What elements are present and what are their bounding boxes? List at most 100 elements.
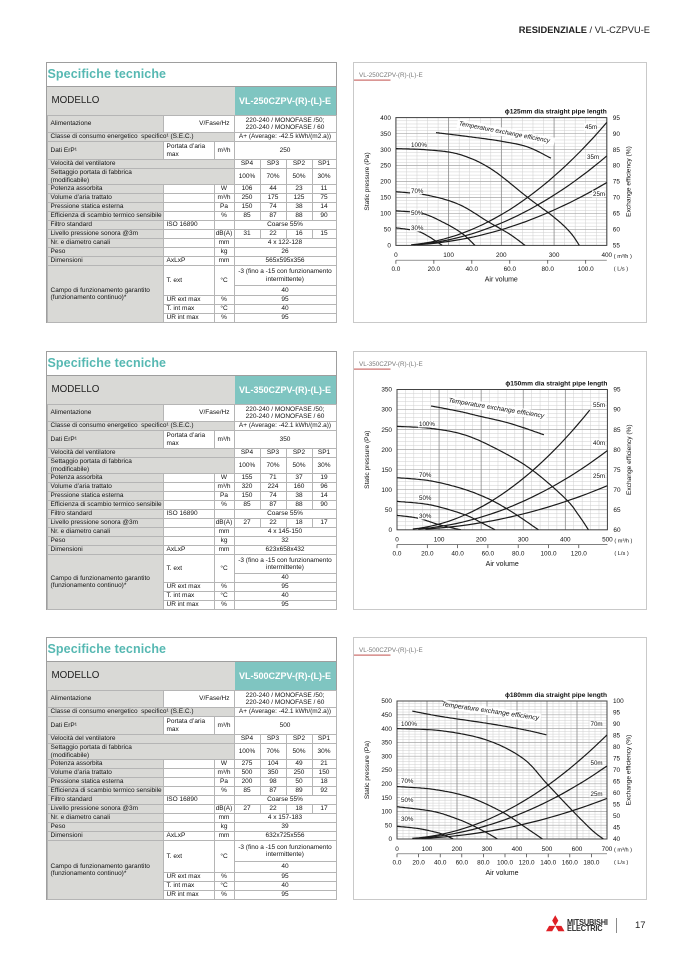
svg-text:80.0: 80.0 (512, 550, 525, 557)
svg-text:35m: 35m (587, 154, 599, 161)
svg-text:160.0: 160.0 (562, 860, 578, 867)
svg-text:180.0: 180.0 (583, 860, 599, 867)
svg-text:60: 60 (613, 790, 621, 797)
svg-text:0.0: 0.0 (391, 266, 400, 273)
svg-text:400: 400 (381, 726, 392, 733)
svg-text:60.0: 60.0 (456, 860, 469, 867)
svg-text:Static pressure (Pa): Static pressure (Pa) (364, 152, 371, 210)
svg-text:ϕ125mm dia straight pipe lengt: ϕ125mm dia straight pipe length (505, 109, 607, 116)
svg-text:150: 150 (381, 795, 392, 802)
svg-text:45m: 45m (585, 124, 597, 131)
svg-text:0: 0 (388, 836, 392, 843)
svg-text:50%: 50% (419, 495, 432, 502)
svg-text:75: 75 (613, 756, 621, 763)
svg-text:40.0: 40.0 (466, 266, 479, 273)
svg-text:60: 60 (613, 527, 621, 534)
svg-text:85: 85 (613, 427, 621, 434)
svg-text:Exchange efficiency (%): Exchange efficiency (%) (626, 424, 633, 495)
svg-text:0: 0 (388, 527, 392, 534)
svg-text:95: 95 (613, 710, 621, 717)
svg-text:50: 50 (384, 227, 392, 234)
svg-text:0.0: 0.0 (393, 860, 402, 867)
svg-text:30%: 30% (411, 225, 424, 232)
svg-text:VL-350CZPV-(R)-(L)-E: VL-350CZPV-(R)-(L)-E (359, 361, 423, 368)
svg-text:50m: 50m (591, 760, 603, 767)
svg-text:70: 70 (613, 767, 621, 774)
svg-text:Temperature exchange efficienc: Temperature exchange efficiency (448, 397, 545, 420)
svg-text:( L/s ): ( L/s ) (614, 860, 628, 866)
svg-text:70m: 70m (591, 721, 603, 728)
svg-text:45: 45 (613, 825, 621, 832)
svg-text:65: 65 (613, 507, 621, 514)
svg-text:Exchange efficiency (%): Exchange efficiency (%) (626, 735, 633, 806)
svg-text:VL-500CZPV-(R)-(L)-E: VL-500CZPV-(R)-(L)-E (359, 647, 423, 654)
svg-text:140.0: 140.0 (540, 860, 556, 867)
svg-text:20.0: 20.0 (412, 860, 425, 867)
svg-text:0: 0 (395, 846, 399, 853)
svg-text:50%: 50% (411, 210, 424, 217)
svg-text:150: 150 (380, 195, 391, 202)
svg-text:95: 95 (613, 115, 621, 122)
svg-text:300: 300 (381, 407, 392, 414)
svg-text:50: 50 (385, 822, 393, 829)
svg-text:20.0: 20.0 (428, 266, 441, 273)
svg-text:55m: 55m (593, 402, 605, 409)
svg-text:100.0: 100.0 (541, 550, 557, 557)
svg-text:55: 55 (613, 243, 621, 250)
svg-text:Air volume: Air volume (485, 276, 518, 283)
svg-text:400: 400 (560, 537, 571, 544)
svg-text:250: 250 (381, 767, 392, 774)
svg-text:200: 200 (476, 537, 487, 544)
svg-text:60: 60 (613, 227, 621, 234)
svg-text:40.0: 40.0 (434, 860, 447, 867)
svg-text:80.0: 80.0 (477, 860, 490, 867)
svg-text:200: 200 (496, 252, 507, 259)
svg-text:30%: 30% (401, 816, 414, 823)
svg-text:Air volume: Air volume (486, 561, 519, 568)
svg-text:40: 40 (613, 836, 621, 843)
svg-text:0.0: 0.0 (393, 550, 402, 557)
svg-text:( L/s ): ( L/s ) (614, 551, 628, 557)
svg-text:0: 0 (387, 243, 391, 250)
svg-text:25m: 25m (591, 791, 603, 798)
svg-text:100: 100 (380, 211, 391, 218)
svg-text:400: 400 (380, 115, 391, 122)
svg-text:30%: 30% (419, 513, 432, 520)
svg-text:600: 600 (572, 846, 583, 853)
svg-text:40m: 40m (593, 440, 605, 447)
svg-text:100: 100 (443, 252, 454, 259)
svg-text:500: 500 (542, 846, 553, 853)
svg-text:300: 300 (518, 537, 529, 544)
svg-text:100%: 100% (411, 142, 427, 149)
svg-text:700: 700 (602, 846, 613, 853)
svg-text:450: 450 (381, 712, 392, 719)
svg-text:60.0: 60.0 (482, 550, 495, 557)
svg-text:400: 400 (601, 252, 612, 259)
svg-text:( L/s ): ( L/s ) (614, 266, 628, 272)
svg-text:70%: 70% (411, 188, 424, 195)
svg-text:50%: 50% (401, 797, 414, 804)
svg-text:75: 75 (613, 179, 621, 186)
svg-text:100%: 100% (419, 421, 435, 428)
svg-text:100: 100 (422, 846, 433, 853)
svg-text:25m: 25m (593, 473, 605, 480)
svg-text:80: 80 (613, 163, 621, 170)
svg-text:Static pressure (Pa): Static pressure (Pa) (364, 741, 371, 799)
svg-text:100: 100 (381, 487, 392, 494)
svg-text:ϕ180mm dia straight pipe lengt: ϕ180mm dia straight pipe length (505, 692, 607, 699)
svg-text:300: 300 (482, 846, 493, 853)
svg-text:400: 400 (512, 846, 523, 853)
svg-text:70: 70 (613, 195, 621, 202)
svg-text:300: 300 (381, 753, 392, 760)
svg-text:20.0: 20.0 (421, 550, 434, 557)
svg-text:300: 300 (380, 147, 391, 154)
svg-text:50: 50 (385, 507, 393, 514)
svg-text:( m³/h ): ( m³/h ) (614, 848, 632, 854)
svg-text:200: 200 (381, 781, 392, 788)
svg-text:85: 85 (613, 147, 621, 154)
svg-text:120.0: 120.0 (519, 860, 535, 867)
svg-text:65: 65 (613, 779, 621, 786)
svg-text:200: 200 (380, 179, 391, 186)
svg-text:60.0: 60.0 (504, 266, 517, 273)
svg-text:350: 350 (381, 740, 392, 747)
